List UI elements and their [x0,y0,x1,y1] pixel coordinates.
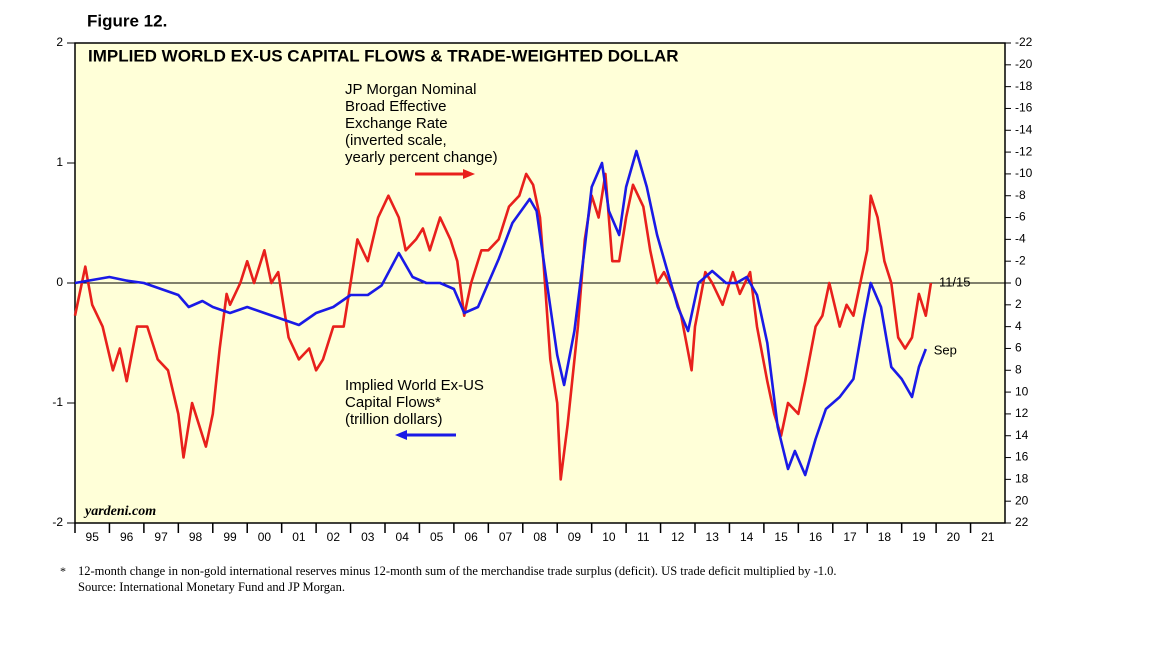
x-tick-label: 06 [464,530,478,544]
legend-text: yearly percent change) [345,149,498,166]
x-tick-label: 04 [396,530,410,544]
legend-text: Broad Effective [345,98,446,115]
footnote: 12-month change in non-gold internationa… [78,564,837,578]
x-tick-label: 99 [223,530,237,544]
y2-tick-label: 16 [1015,450,1029,464]
y2-tick-label: 6 [1015,341,1022,355]
legend-text: Exchange Rate [345,115,448,132]
y2-tick-label: -22 [1015,35,1033,49]
x-tick-label: 21 [981,530,995,544]
y-tick-label: 0 [56,275,63,289]
x-tick-label: 20 [947,530,961,544]
x-tick-label: 97 [154,530,168,544]
y-tick-label: -2 [52,515,63,529]
x-tick-label: 07 [499,530,513,544]
series-line [73,172,933,481]
y2-tick-label: -12 [1015,144,1033,158]
x-tick-label: 16 [809,530,823,544]
y2-tick-label: 20 [1015,493,1029,507]
x-tick-label: 01 [292,530,306,544]
legend-text: JP Morgan Nominal [345,81,476,98]
x-tick-label: 11 [637,530,650,544]
footnote-mark: * [60,564,66,578]
x-tick-label: 12 [671,530,685,544]
x-tick-label: 05 [430,530,444,544]
watermark: yardeni.com [83,504,156,519]
y2-tick-label: 18 [1015,472,1029,486]
y2-tick-label: 4 [1015,319,1022,333]
y2-tick-label: -14 [1015,122,1033,136]
x-tick-label: 09 [568,530,582,544]
y-tick-label: 1 [56,155,63,169]
y2-tick-label: -2 [1015,253,1026,267]
series-line [74,149,928,477]
y2-tick-label: -20 [1015,57,1033,71]
x-tick-label: 19 [912,530,926,544]
y2-tick-label: 10 [1015,384,1029,398]
legend-text: (inverted scale, [345,132,447,149]
x-tick-label: 15 [774,530,788,544]
source: Source: International Monetary Fund and … [78,580,345,594]
y-tick-label: -1 [52,395,63,409]
legend-text: Capital Flows* [345,394,441,411]
x-tick-label: 10 [602,530,616,544]
y2-tick-label: -6 [1015,210,1026,224]
x-tick-label: 03 [361,530,375,544]
y2-tick-label: 8 [1015,362,1022,376]
legend-arrow-head [395,430,407,440]
x-tick-label: 18 [878,530,892,544]
x-tick-label: 98 [189,530,203,544]
x-tick-label: 02 [327,530,341,544]
x-tick-label: 08 [533,530,547,544]
chart-title: IMPLIED WORLD EX-US CAPITAL FLOWS & TRAD… [88,46,679,65]
end-label: 11/15 [939,274,971,289]
y2-tick-label: 22 [1015,515,1029,529]
y2-tick-label: -8 [1015,188,1026,202]
y2-tick-label: -16 [1015,101,1033,115]
legend-text: Implied World Ex-US [345,377,484,394]
y2-tick-label: 2 [1015,297,1022,311]
legend-arrow-head [463,169,475,179]
legend-text: (trillion dollars) [345,411,443,428]
x-tick-label: 00 [258,530,272,544]
y2-tick-label: -10 [1015,166,1033,180]
y2-tick-label: 12 [1015,406,1029,420]
figure-label: Figure 12. [87,11,167,30]
x-tick-label: 95 [86,530,100,544]
y2-tick-label: 0 [1015,275,1022,289]
y2-tick-label: -4 [1015,232,1026,246]
x-tick-label: 13 [706,530,720,544]
end-label: Sep [934,342,957,357]
x-tick-label: 17 [843,530,857,544]
x-tick-label: 14 [740,530,754,544]
y2-tick-label: -18 [1015,79,1033,93]
x-tick-label: 96 [120,530,134,544]
y-tick-label: 2 [56,35,63,49]
y2-tick-label: 14 [1015,428,1029,442]
